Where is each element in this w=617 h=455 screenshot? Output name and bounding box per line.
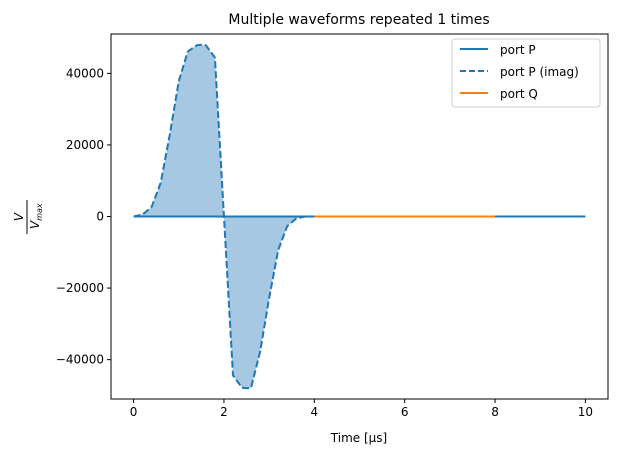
x-tick-label: 8 — [491, 405, 499, 419]
y-axis-label-numerator: V — [12, 212, 26, 221]
x-tick-label: 10 — [578, 405, 593, 419]
y-axis-label-denominator: Vmax — [28, 203, 44, 229]
y-axis-label-denominator-sub: max — [35, 203, 44, 221]
x-axis: 0 2 4 6 8 10 — [130, 399, 593, 419]
y-axis-label-denominator-main: V — [28, 220, 42, 229]
y-tick-label: 40000 — [66, 66, 104, 80]
x-tick-label: 6 — [401, 405, 409, 419]
legend-label-port-p: port P — [500, 43, 536, 57]
legend-box — [451, 38, 601, 108]
legend-label-port-p-imag: port P (imag) — [500, 65, 579, 79]
legend: port P port P (imag) port Q — [451, 38, 601, 108]
y-tick-label: −20000 — [56, 281, 104, 295]
y-axis-label: V Vmax — [12, 200, 44, 234]
y-tick-label: 0 — [96, 210, 104, 224]
plot-area — [133, 43, 586, 390]
series-line-port-p-imag — [133, 43, 315, 390]
plot-frame — [110, 33, 609, 400]
chart-title: Multiple waveforms repeated 1 times — [228, 12, 489, 28]
legend-label-port-q: port Q — [500, 87, 538, 101]
x-tick-label: 2 — [220, 405, 228, 419]
y-tick-label: −40000 — [56, 353, 104, 367]
x-axis-label: Time [μs] — [330, 431, 387, 445]
y-tick-label: 20000 — [66, 138, 104, 152]
x-tick-label: 4 — [310, 405, 318, 419]
y-axis: −40000 −20000 0 20000 40000 — [56, 66, 111, 367]
x-tick-label: 0 — [130, 405, 138, 419]
